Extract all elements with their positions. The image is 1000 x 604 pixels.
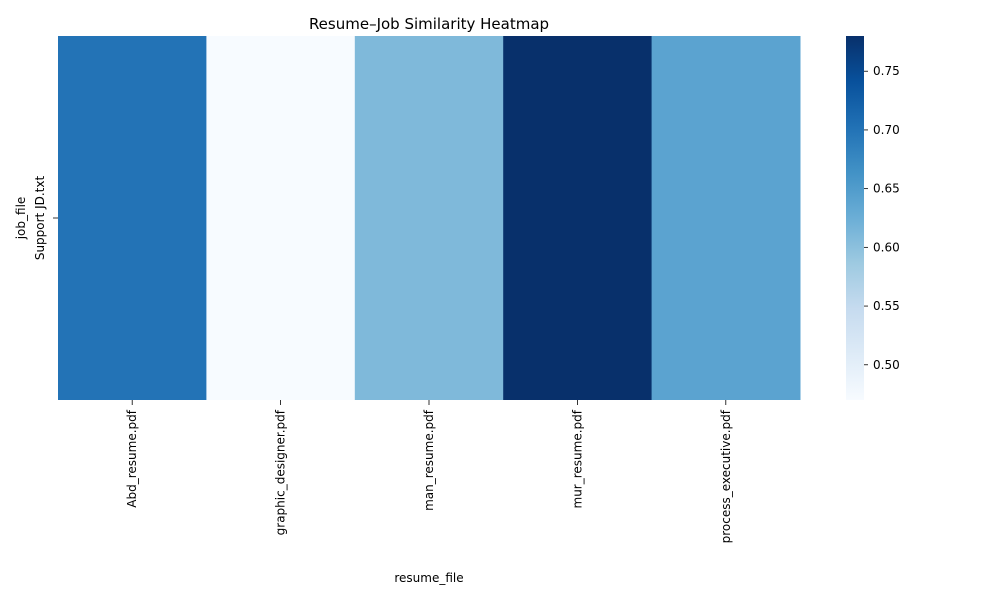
y-tick-label: Support JD.txt xyxy=(33,176,47,261)
x-tick-label: mur_resume.pdf xyxy=(570,409,584,508)
x-tick-label: Abd_resume.pdf xyxy=(125,409,139,507)
colorbar xyxy=(846,36,864,400)
heatmap-cells xyxy=(58,36,801,400)
colorbar-tick-label: 0.75 xyxy=(873,64,900,78)
y-axis-label: job_file xyxy=(14,197,28,241)
colorbar-tick-label: 0.55 xyxy=(873,299,900,313)
chart-title: Resume–Job Similarity Heatmap xyxy=(309,15,549,33)
heatmap-cell xyxy=(651,36,801,400)
colorbar-tick-label: 0.65 xyxy=(873,182,900,196)
heatmap-cell xyxy=(58,36,207,400)
heatmap-cell xyxy=(354,36,504,400)
y-axis-ticks: Support JD.txt xyxy=(33,176,58,261)
colorbar-tick-label: 0.70 xyxy=(873,123,900,137)
colorbar-tick-label: 0.60 xyxy=(873,240,900,254)
x-axis-label: resume_file xyxy=(394,571,463,585)
x-axis-ticks: Abd_resume.pdf graphic_designer.pdf man_re… xyxy=(125,400,733,543)
x-tick-label: man_resume.pdf xyxy=(422,409,436,511)
heatmap-cell xyxy=(503,36,653,400)
colorbar-ticks: 0.50 0.55 0.60 0.65 0.70 0.75 xyxy=(864,64,900,372)
x-tick-label: graphic_designer.pdf xyxy=(274,409,288,535)
heatmap-cell xyxy=(206,36,356,400)
x-tick-label: process_executive.pdf xyxy=(719,409,733,543)
colorbar-tick-label: 0.50 xyxy=(873,358,900,372)
